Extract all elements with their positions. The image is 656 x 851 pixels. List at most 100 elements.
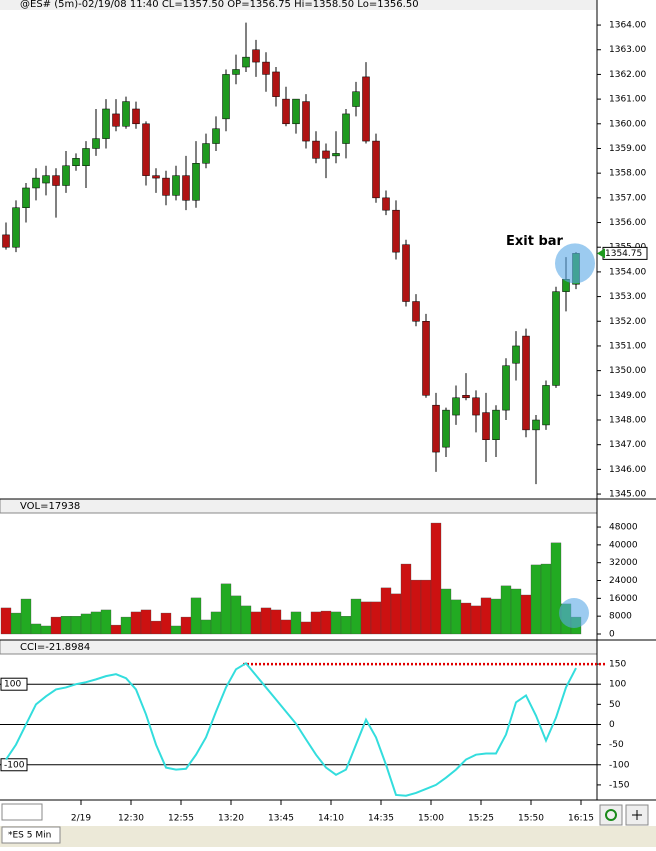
volume-bar	[430, 522, 442, 635]
volume-bar	[240, 605, 252, 635]
cci-line	[5, 661, 577, 797]
volume-bar	[120, 616, 132, 635]
y-tick-label: 8000	[609, 612, 632, 622]
candle-body	[342, 113, 350, 144]
y-tick-label: 1356.00	[609, 218, 646, 228]
x-tick-label: 15:50	[518, 814, 544, 824]
x-tick-label: 14:10	[318, 814, 344, 824]
candle-body	[2, 234, 10, 248]
pane-title: VOL=17938	[20, 501, 80, 512]
volume-bar	[270, 609, 282, 635]
tab[interactable]	[1, 826, 61, 844]
y-tick-label: 1363.00	[609, 45, 646, 55]
volume-bar	[280, 619, 292, 635]
candle-body	[262, 61, 270, 75]
candle-body	[512, 345, 520, 364]
candle-body	[482, 412, 490, 440]
reference-label-box	[0, 677, 28, 691]
volume-bar	[380, 587, 392, 635]
volume-bar	[210, 611, 222, 635]
volume-bar	[150, 620, 162, 635]
volume-bar	[300, 621, 312, 635]
volume-bar	[110, 624, 122, 635]
x-tick-label: 12:30	[118, 814, 144, 824]
candle-body	[132, 108, 140, 125]
y-tick-label: 40000	[609, 540, 638, 550]
candle-body	[12, 207, 20, 248]
candle-body	[92, 138, 100, 149]
pane-header	[0, 0, 597, 10]
volume-bar	[450, 599, 462, 635]
volume-bar	[510, 588, 522, 635]
x-tick-label: 15:25	[468, 814, 494, 824]
highlight-circle	[555, 243, 595, 284]
candle-body	[402, 244, 410, 302]
x-tick-label: 16:15	[568, 814, 594, 824]
last-price-label: 1354.75	[605, 249, 642, 259]
volume-bar	[360, 601, 372, 635]
volume-bar	[160, 612, 172, 635]
candle-body	[192, 163, 200, 201]
volume-bar	[220, 583, 232, 635]
x-tick-label: 2/19	[71, 814, 91, 824]
candle-body	[322, 150, 330, 159]
y-tick-label: 1348.00	[609, 415, 646, 425]
tab-label[interactable]: *ES 5 Min	[8, 831, 51, 841]
y-tick-label: 1350.00	[609, 366, 646, 376]
volume-bar	[460, 602, 472, 635]
volume-bar	[390, 593, 402, 635]
plus-icon	[632, 810, 642, 820]
volume-bar	[10, 612, 22, 635]
candle-body	[432, 404, 440, 453]
candle-body	[162, 177, 170, 196]
candle-body	[302, 101, 310, 142]
y-tick-label: 1346.00	[609, 465, 646, 475]
candle-body	[552, 291, 560, 386]
refresh-button[interactable]	[599, 804, 623, 826]
volume-bar	[550, 542, 562, 635]
candle-body	[292, 98, 300, 125]
candle-body	[182, 175, 190, 201]
volume-bar	[50, 616, 62, 635]
candle-body	[542, 385, 550, 426]
scroll-box[interactable]	[1, 803, 43, 821]
y-tick-label: 50	[609, 700, 621, 710]
y-tick-label: 1353.00	[609, 292, 646, 302]
y-tick-label: 1352.00	[609, 317, 646, 327]
candle-body	[362, 76, 370, 142]
x-tick-label: 12:55	[168, 814, 194, 824]
x-tick-label: 13:45	[268, 814, 294, 824]
volume-bar	[410, 579, 422, 635]
volume-bar	[470, 605, 482, 635]
candle-body	[282, 98, 290, 125]
y-tick-label: 32000	[609, 558, 638, 568]
x-tick-label: 13:20	[218, 814, 244, 824]
volume-bar	[30, 623, 42, 635]
volume-bar	[190, 597, 202, 635]
y-tick-label: 24000	[609, 576, 638, 586]
candle-body	[472, 397, 480, 416]
volume-bar	[330, 611, 342, 635]
candle-body	[392, 209, 400, 253]
pane-header	[0, 498, 598, 514]
y-tick-label: -150	[609, 780, 630, 790]
reference-label: -100	[4, 760, 25, 770]
candle-body	[102, 108, 110, 139]
volume-bar	[250, 611, 262, 635]
volume-bar	[180, 616, 192, 635]
tab-bar	[0, 826, 656, 847]
candle-body	[172, 175, 180, 196]
volume-bar	[320, 610, 332, 635]
volume-bar	[520, 594, 532, 635]
volume-bar	[290, 611, 302, 635]
y-tick-label: 1349.00	[609, 391, 646, 401]
volume-bar	[440, 588, 452, 635]
y-tick-label: 100	[609, 680, 626, 690]
volume-bar	[130, 611, 142, 635]
candle-body	[272, 71, 280, 97]
reference-label-box	[0, 758, 28, 772]
y-tick-label: 1362.00	[609, 70, 646, 80]
candle-body	[352, 91, 360, 107]
y-tick-label: 0	[609, 720, 615, 730]
